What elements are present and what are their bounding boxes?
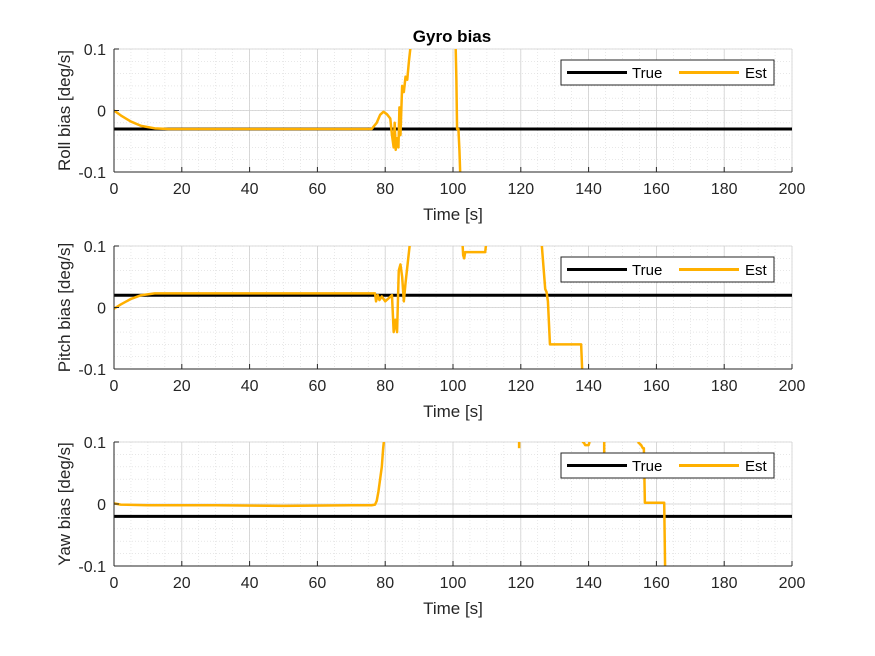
series-est-line bbox=[114, 442, 386, 508]
x-axis-label: Time [s] bbox=[423, 599, 483, 618]
series-group bbox=[114, 49, 792, 172]
x-tick-label: 80 bbox=[376, 378, 394, 395]
legend-label-true: True bbox=[632, 262, 662, 279]
series-est-line bbox=[581, 442, 591, 447]
y-tick-label: 0.1 bbox=[84, 42, 106, 59]
x-tick-label: 60 bbox=[309, 181, 327, 198]
subplot-3: 0 20 40 60 80 100 120 140 160 180 200-0.100.1Time … bbox=[55, 435, 806, 618]
series-est-line bbox=[461, 246, 488, 260]
x-tick-label: 40 bbox=[241, 181, 259, 198]
x-tick-label: 160 bbox=[643, 575, 670, 592]
x-tick-label: 140 bbox=[575, 575, 602, 592]
series-est-line bbox=[114, 49, 412, 152]
x-tick-label: 160 bbox=[643, 378, 670, 395]
x-axis-label: Time [s] bbox=[423, 205, 483, 224]
x-axis-label: Time [s] bbox=[423, 402, 483, 421]
legend-label-true: True bbox=[632, 458, 662, 475]
legend-label-true: True bbox=[632, 65, 662, 82]
x-tick-label: 100 bbox=[440, 575, 467, 592]
x-tick-label: 200 bbox=[779, 181, 806, 198]
legend-label-est: Est bbox=[745, 458, 768, 475]
x-tick-label: 180 bbox=[711, 378, 738, 395]
x-tick-label: 200 bbox=[779, 378, 806, 395]
x-tick-label: 0 bbox=[110, 378, 119, 395]
x-tick-label: 40 bbox=[241, 575, 259, 592]
x-tick-label: 140 bbox=[575, 181, 602, 198]
series-est-line bbox=[540, 246, 584, 369]
legend: True Est bbox=[560, 256, 775, 283]
subplots: 0 20 40 60 80 100 120 140 160 180 200-0.100.1Time … bbox=[55, 42, 806, 618]
x-tick-label: 20 bbox=[173, 378, 191, 395]
y-tick-label: 0.1 bbox=[84, 435, 106, 452]
y-tick-label: 0 bbox=[97, 301, 106, 318]
y-tick-label: -0.1 bbox=[78, 559, 106, 576]
legend-label-est: Est bbox=[745, 262, 768, 279]
legend: True Est bbox=[560, 59, 775, 86]
y-tick-label: 0.1 bbox=[84, 239, 106, 256]
y-tick-label: -0.1 bbox=[78, 362, 106, 379]
x-tick-label: 80 bbox=[376, 575, 394, 592]
y-tick-label: 0 bbox=[97, 104, 106, 121]
figure-title: Gyro bias bbox=[413, 27, 491, 46]
x-tick-label: 40 bbox=[241, 378, 259, 395]
x-tick-label: 60 bbox=[309, 378, 327, 395]
y-axis-label: Yaw bias [deg/s] bbox=[55, 442, 74, 565]
y-tick-label: -0.1 bbox=[78, 165, 106, 182]
x-tick-label: 0 bbox=[110, 181, 119, 198]
y-tick-label: 0 bbox=[97, 497, 106, 514]
legend: True Est bbox=[560, 452, 775, 479]
series-est-line bbox=[114, 246, 411, 334]
x-tick-label: 180 bbox=[711, 181, 738, 198]
x-tick-label: 120 bbox=[507, 181, 534, 198]
x-tick-label: 0 bbox=[110, 575, 119, 592]
x-tick-label: 80 bbox=[376, 181, 394, 198]
legend-label-est: Est bbox=[745, 65, 768, 82]
x-tick-label: 100 bbox=[440, 181, 467, 198]
x-tick-label: 120 bbox=[507, 575, 534, 592]
x-tick-label: 100 bbox=[440, 378, 467, 395]
x-tick-label: 120 bbox=[507, 378, 534, 395]
y-axis-label: Pitch bias [deg/s] bbox=[55, 243, 74, 372]
series-est-line bbox=[454, 49, 462, 172]
subplot-1: 0 20 40 60 80 100 120 140 160 180 200-0.100.1Time … bbox=[55, 42, 806, 224]
x-tick-label: 20 bbox=[173, 181, 191, 198]
x-tick-label: 60 bbox=[309, 575, 327, 592]
y-axis-label: Roll bias [deg/s] bbox=[55, 50, 74, 171]
series-group bbox=[114, 246, 792, 369]
x-tick-label: 20 bbox=[173, 575, 191, 592]
x-tick-label: 140 bbox=[575, 378, 602, 395]
x-tick-label: 180 bbox=[711, 575, 738, 592]
x-tick-label: 200 bbox=[779, 575, 806, 592]
x-tick-label: 160 bbox=[643, 181, 670, 198]
subplot-2: 0 20 40 60 80 100 120 140 160 180 200-0.100.1Time … bbox=[55, 239, 806, 421]
